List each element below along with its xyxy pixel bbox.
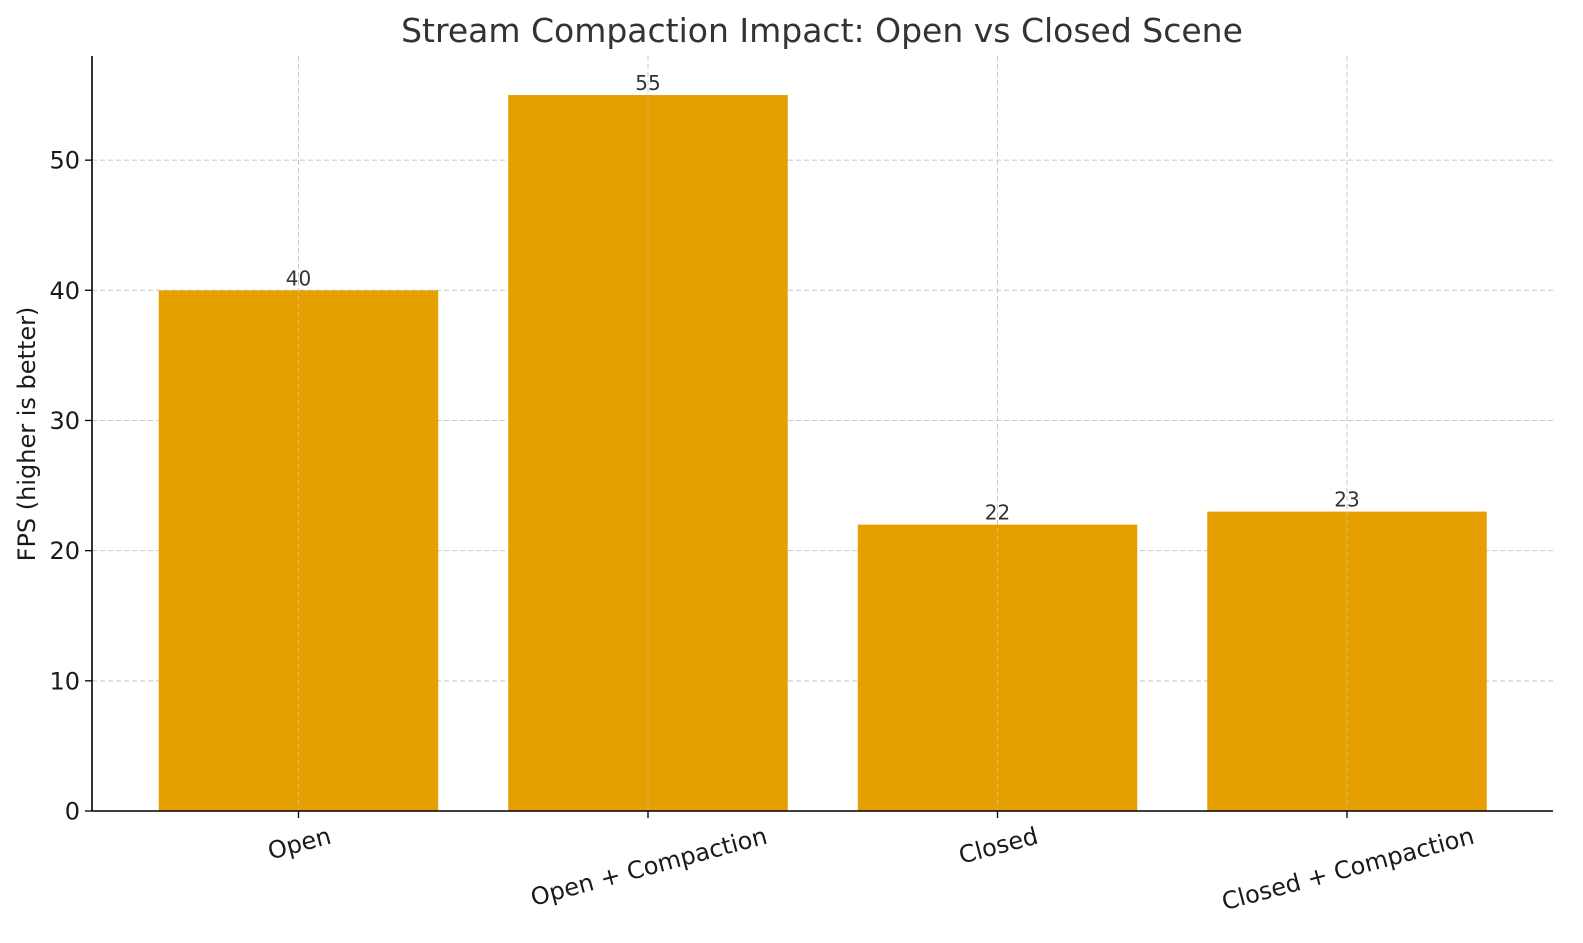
- y-axis-label: FPS (higher is better): [13, 307, 41, 562]
- bar-value-label: 23: [1334, 488, 1359, 512]
- y-tick-label: 10: [49, 667, 80, 695]
- y-tick-label: 20: [49, 537, 80, 565]
- bars: [159, 56, 1487, 811]
- chart-title: Stream Compaction Impact: Open vs Closed…: [401, 11, 1243, 50]
- bar-value-label: 55: [635, 71, 660, 95]
- y-tick-label: 30: [49, 407, 80, 435]
- x-tick-label: Closed: [956, 822, 1041, 870]
- x-tick-label: Open + Compaction: [528, 822, 770, 912]
- bar-value-label: 40: [286, 266, 311, 290]
- x-tick-label: Closed + Compaction: [1219, 822, 1477, 916]
- y-tick-label: 0: [65, 798, 80, 826]
- x-tick-label: Open: [265, 822, 334, 866]
- y-tick-label: 40: [49, 277, 80, 305]
- y-tick-label: 50: [49, 147, 80, 175]
- bar-value-label: 22: [985, 501, 1010, 525]
